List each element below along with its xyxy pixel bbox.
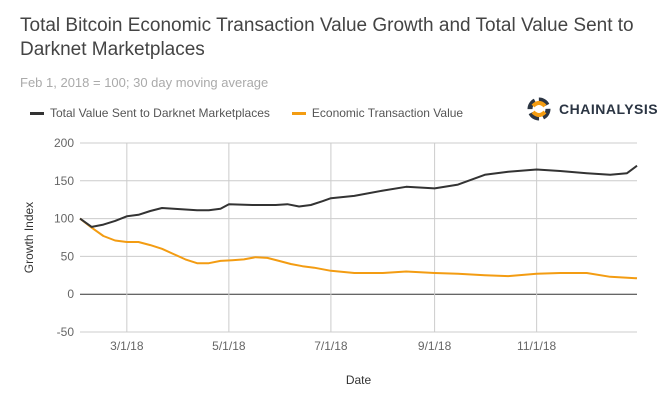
logo-text: CHAINALYSIS [559,101,658,117]
y-tick-label: 200 [54,136,74,150]
series-line-darknet [79,164,638,228]
legend-swatch-darknet [30,111,44,115]
y-tick-label: 0 [67,287,74,301]
series-line-economic [79,217,638,280]
legend-item-economic[interactable]: Economic Transaction Value [291,106,464,120]
chart-title: Total Bitcoin Economic Transaction Value… [20,15,634,60]
y-tick-label: -50 [57,325,75,339]
legend-label: Total Value Sent to Darknet Marketplaces [50,106,270,120]
chainalysis-logo-icon [527,97,551,121]
legend: Total Value Sent to Darknet Marketplaces… [30,106,463,120]
y-tick-label: 50 [61,249,75,263]
x-tick-label: 3/1/18 [110,339,144,353]
x-tick-label: 11/1/18 [517,339,556,353]
legend-item-darknet[interactable]: Total Value Sent to Darknet Marketplaces [30,106,270,120]
x-tick-label: 5/1/18 [212,339,246,353]
chainalysis-logo: CHAINALYSIS [527,97,658,121]
y-tick-label: 150 [54,174,74,188]
x-axis-label: Date [346,373,372,387]
chart-subtitle: Feb 1, 2018 = 100; 30 day moving average [20,75,269,90]
y-tick-label: 100 [54,212,74,226]
y-axis-label: Growth Index [22,202,36,273]
legend-label: Economic Transaction Value [311,106,464,120]
x-tick-label: 9/1/18 [418,339,452,353]
legend-swatch-economic [291,111,306,115]
x-tick-label: 7/1/18 [314,339,348,353]
